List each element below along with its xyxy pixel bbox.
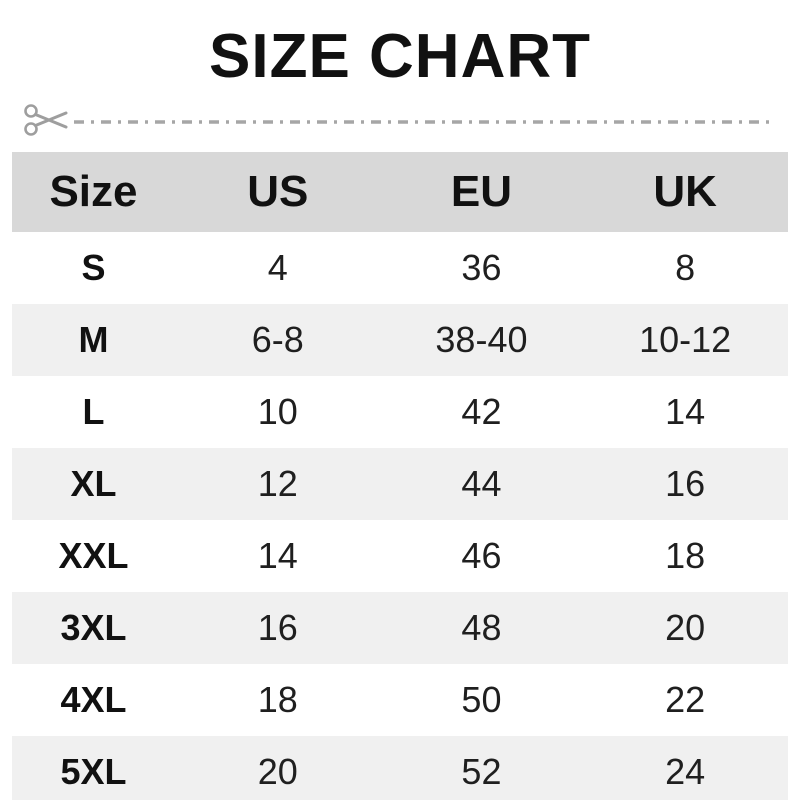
table-body: S 4 36 8 M 6-8 38-40 10-12 L 10 42 14 XL… [12,232,788,800]
cell-uk: 16 [665,463,706,504]
cell-us: 14 [257,535,298,576]
header-us: US [174,152,381,232]
table-row: M 6-8 38-40 10-12 [12,304,788,376]
size-chart-table: Size US EU UK S 4 36 8 M 6-8 38-40 10-12… [12,152,788,800]
cell-us: 4 [267,247,288,288]
cell-size: XL [70,463,117,504]
table-row: L 10 42 14 [12,376,788,448]
cell-size: 3XL [60,607,127,648]
dash-dot-line [74,100,770,144]
cell-us: 18 [257,679,298,720]
cell-uk: 14 [665,391,706,432]
cell-eu: 36 [461,247,502,288]
cell-size: 4XL [60,679,127,720]
cell-uk: 10-12 [639,319,732,360]
header-uk: UK [582,152,788,232]
cell-eu: 38-40 [435,319,528,360]
cell-uk: 8 [675,247,696,288]
header-size: Size [12,152,175,232]
cell-uk: 22 [665,679,706,720]
cell-eu: 42 [461,391,502,432]
cell-eu: 44 [461,463,502,504]
header-row: Size US EU UK [12,152,788,232]
page-title: SIZE CHART [209,22,591,91]
cell-us: 10 [257,391,298,432]
table-row: XXL 14 46 18 [12,520,788,592]
cell-us: 20 [257,751,298,792]
cell-size: S [81,247,106,288]
cell-size: M [78,319,109,360]
table-row: 3XL 16 48 20 [12,592,788,664]
table-header: Size US EU UK [12,152,788,232]
cell-size: L [82,391,105,432]
cell-eu: 48 [461,607,502,648]
cell-uk: 24 [665,751,706,792]
header-eu: EU [380,152,583,232]
cell-us: 12 [257,463,298,504]
cell-us: 16 [257,607,298,648]
table-row: 5XL 20 52 24 [12,736,788,800]
cell-eu: 46 [461,535,502,576]
cell-uk: 20 [665,607,706,648]
cell-us: 6-8 [251,319,304,360]
cell-size: XXL [58,535,129,576]
scissors-icon [22,98,70,147]
table-row: S 4 36 8 [12,232,788,304]
table-row: XL 12 44 16 [12,448,788,520]
table-row: 4XL 18 50 22 [12,664,788,736]
cell-size: 5XL [60,751,127,792]
cell-eu: 50 [461,679,502,720]
cut-line [22,100,770,144]
cell-uk: 18 [665,535,706,576]
cell-eu: 52 [461,751,502,792]
